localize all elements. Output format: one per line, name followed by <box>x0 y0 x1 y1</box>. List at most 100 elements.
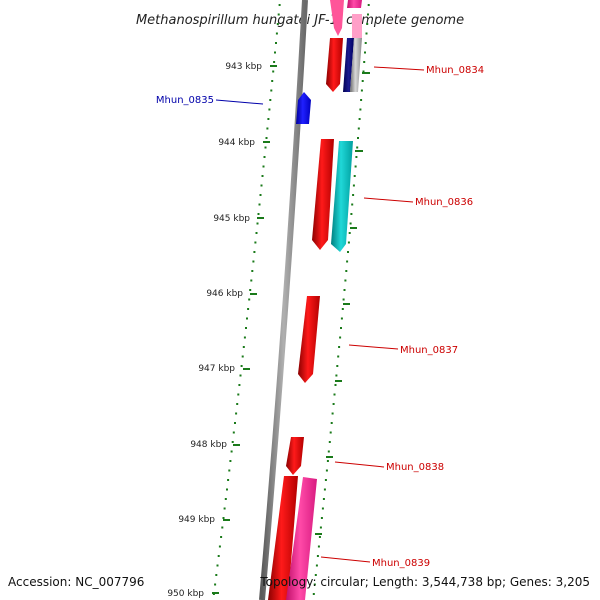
gene-feature-mhun-0837[interactable] <box>298 296 320 383</box>
ruler-dot <box>345 270 348 272</box>
ruler-dot <box>262 165 265 168</box>
ruler-dot <box>323 488 326 491</box>
ruler-dot <box>228 469 231 472</box>
ruler-dot <box>364 51 366 54</box>
leader-line-mhun-0839 <box>320 556 371 563</box>
ruler-tick-label: 949 kbp <box>178 515 215 525</box>
ruler-dot <box>347 251 349 253</box>
ruler-dot <box>355 156 358 158</box>
ruler-dot <box>227 479 230 481</box>
ruler-dot <box>216 564 219 567</box>
ruler-dot <box>242 346 245 348</box>
ruler-dot <box>347 241 350 244</box>
ruler-dot <box>367 4 370 6</box>
ruler-dot <box>221 526 224 529</box>
ruler-tick-label: 950 kbp <box>167 589 204 599</box>
ruler-dot <box>338 346 341 348</box>
ruler-dot <box>358 118 361 120</box>
ruler-dot <box>335 374 338 377</box>
ruler-dot <box>251 270 254 272</box>
ruler-tick-label: 945 kbp <box>213 214 250 224</box>
ruler-dot <box>278 4 281 6</box>
genome-backbone <box>259 0 308 600</box>
ruler-dot <box>223 507 226 510</box>
ruler-dot <box>268 108 271 111</box>
ruler-dot <box>215 574 218 576</box>
gene-label-mhun-0836[interactable]: Mhun_0836 <box>415 197 473 208</box>
ruler-dot <box>253 251 256 253</box>
ruler-dot <box>271 80 274 82</box>
ruler-dot <box>342 298 345 301</box>
ruler-dot <box>218 545 221 548</box>
gene-feature-pink-top[interactable] <box>330 0 344 36</box>
gene-feature-pink-mid[interactable] <box>352 14 362 38</box>
ruler-dot <box>255 232 258 234</box>
ruler-dot <box>349 222 352 225</box>
gene-label-mhun-0837[interactable]: Mhun_0837 <box>400 345 458 356</box>
ruler-tick-label: 944 kbp <box>218 138 255 148</box>
ruler-dot <box>226 488 228 491</box>
ruler-dot <box>232 431 235 434</box>
gene-feature-mhun-0836-red[interactable] <box>312 139 334 250</box>
gene-feature-pink[interactable] <box>347 0 362 8</box>
ruler-dot <box>246 317 248 320</box>
ruler-dot <box>340 327 342 329</box>
gene-feature-navy[interactable] <box>343 38 354 92</box>
ruler-dot <box>257 213 260 215</box>
ruler-dot <box>363 61 366 63</box>
leader-line-mhun-0834 <box>373 66 425 71</box>
gene-label-mhun-0834[interactable]: Mhun_0834 <box>426 65 484 76</box>
ruler-dot <box>332 403 335 405</box>
ruler-dot <box>222 517 225 519</box>
ruler-dot <box>361 80 364 82</box>
gene-label-mhun-0835[interactable]: Mhun_0835 <box>156 95 214 106</box>
gene-feature-mhun-0838[interactable] <box>286 437 304 475</box>
ruler-dot <box>350 213 353 215</box>
gene-feature-mhun-0839-pink[interactable] <box>286 477 317 600</box>
ruler-dot <box>231 441 234 443</box>
gene-feature-red[interactable] <box>326 38 343 92</box>
ruler-dot <box>348 232 351 234</box>
map-title: Methanospirillum hungatei JF-1, complete… <box>136 13 464 28</box>
ruler-dot <box>269 99 272 101</box>
ruler-dot <box>276 23 279 25</box>
ruler-dot <box>354 165 357 168</box>
ruler-dot <box>324 479 327 481</box>
ruler-dot <box>329 431 332 434</box>
ruler-dot <box>270 89 273 92</box>
ruler-dot <box>267 118 270 120</box>
ruler-dot <box>367 13 369 16</box>
ruler-dot <box>317 545 320 548</box>
gene-leaders <box>215 66 425 563</box>
ruler-dot <box>248 298 251 301</box>
ruler-dot <box>217 555 220 557</box>
ruler-dot <box>364 42 367 44</box>
ruler-dot <box>254 241 257 244</box>
ruler-dot <box>330 422 333 424</box>
gene-feature-mhun-0836-cyan[interactable] <box>331 141 353 252</box>
ruler-tick-label: 946 kbp <box>206 289 243 299</box>
ruler-dot <box>320 517 323 519</box>
ruler-dot <box>351 203 354 206</box>
gene-feature-mhun-0835[interactable] <box>296 92 311 124</box>
ruler-dot <box>224 498 227 500</box>
ruler-dot <box>245 327 247 329</box>
ruler-dot <box>312 593 315 595</box>
leader-line-mhun-0837 <box>348 344 399 350</box>
ruler-dot <box>356 146 359 149</box>
gene-label-mhun-0838[interactable]: Mhun_0838 <box>386 462 444 473</box>
gene-label-mhun-0839[interactable]: Mhun_0839 <box>372 558 430 569</box>
ruler-dot <box>357 127 360 130</box>
ruler-dot <box>256 222 259 225</box>
gene-feature-grey[interactable] <box>350 38 362 92</box>
ruler-dot <box>326 460 329 462</box>
ruler-dot <box>318 536 321 538</box>
ruler-dot <box>247 308 250 310</box>
ruler-dot <box>275 32 278 35</box>
ruler-dot <box>341 308 344 310</box>
ruler-tick-label: 943 kbp <box>225 62 262 72</box>
ruler-dot <box>359 108 362 111</box>
ruler-dot <box>336 365 339 367</box>
topology-text: Topology: circular; Length: 3,544,738 bp… <box>259 575 590 589</box>
